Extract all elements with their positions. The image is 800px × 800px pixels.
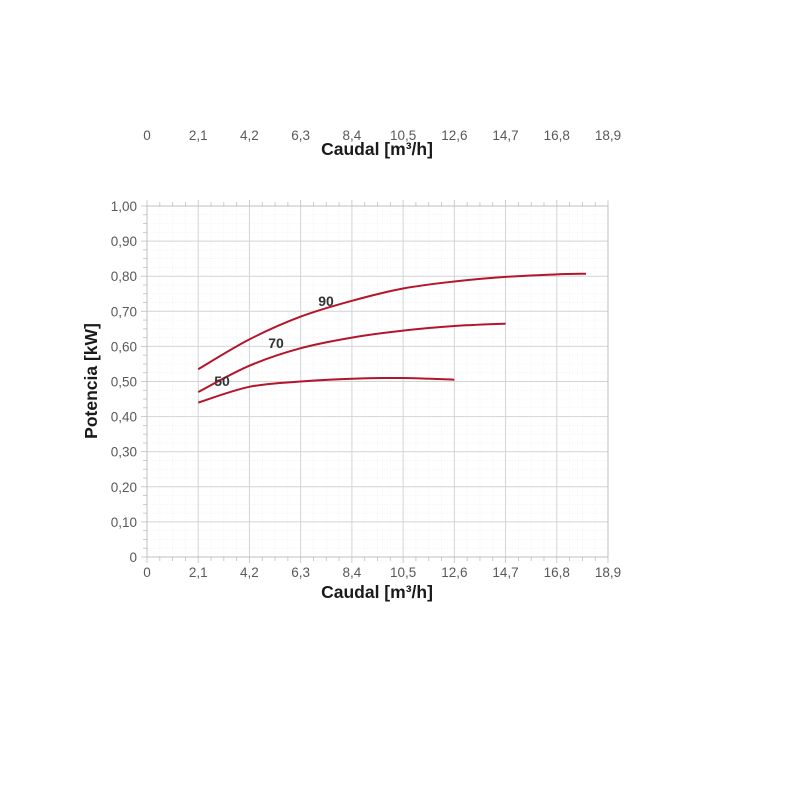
svg-text:16,8: 16,8 [544, 128, 570, 143]
svg-text:0,50: 0,50 [111, 375, 137, 390]
svg-text:18,9: 18,9 [595, 128, 621, 143]
svg-text:12,6: 12,6 [441, 128, 467, 143]
svg-text:Caudal [m³/h]: Caudal [m³/h] [321, 139, 433, 159]
svg-text:0,30: 0,30 [111, 445, 137, 460]
svg-text:6,3: 6,3 [291, 565, 310, 580]
svg-text:1,00: 1,00 [111, 199, 137, 214]
svg-text:0,10: 0,10 [111, 515, 137, 530]
svg-text:0,80: 0,80 [111, 269, 137, 284]
svg-text:90: 90 [318, 293, 334, 309]
svg-text:Caudal [m³/h]: Caudal [m³/h] [321, 582, 433, 602]
svg-text:4,2: 4,2 [240, 565, 259, 580]
svg-text:0,70: 0,70 [111, 304, 137, 319]
svg-text:2,1: 2,1 [189, 565, 208, 580]
svg-text:70: 70 [268, 335, 284, 351]
svg-text:0: 0 [129, 550, 137, 565]
svg-text:16,8: 16,8 [544, 565, 570, 580]
svg-text:12,6: 12,6 [441, 565, 467, 580]
svg-text:4,2: 4,2 [240, 128, 259, 143]
svg-text:10,5: 10,5 [390, 565, 416, 580]
svg-text:18,9: 18,9 [595, 565, 621, 580]
svg-text:0,20: 0,20 [111, 480, 137, 495]
svg-text:8,4: 8,4 [342, 565, 361, 580]
svg-text:14,7: 14,7 [492, 128, 518, 143]
svg-text:Potencia [kW]: Potencia [kW] [81, 323, 101, 439]
svg-text:14,7: 14,7 [492, 565, 518, 580]
svg-text:6,3: 6,3 [291, 128, 310, 143]
svg-text:0,90: 0,90 [111, 234, 137, 249]
svg-text:0,40: 0,40 [111, 410, 137, 425]
svg-text:2,1: 2,1 [189, 128, 208, 143]
svg-text:0: 0 [143, 128, 151, 143]
svg-text:0: 0 [143, 565, 151, 580]
svg-text:0,60: 0,60 [111, 339, 137, 354]
svg-text:50: 50 [214, 373, 230, 389]
